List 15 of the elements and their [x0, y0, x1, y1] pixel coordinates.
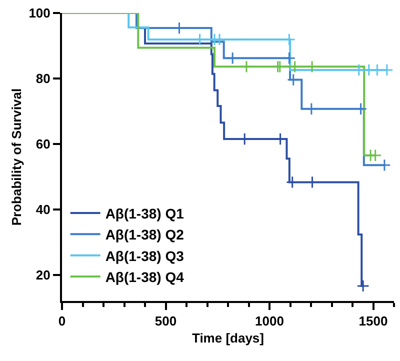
- legend-label: Aβ(1-38) Q4: [105, 269, 184, 286]
- x-tick-label: 0: [58, 314, 66, 329]
- x-tick-label: 1500: [358, 314, 388, 329]
- legend-label: Aβ(1-38) Q1: [105, 205, 184, 222]
- y-tick-label: 80: [36, 71, 50, 86]
- y-tick-label: 100: [28, 6, 50, 21]
- y-axis-title: Probability of Survival: [9, 88, 24, 226]
- x-tick-label: 1000: [255, 314, 284, 329]
- x-axis-title: Time [days]: [192, 330, 264, 346]
- x-tick-label: 500: [154, 314, 177, 329]
- legend-label: Aβ(1-38) Q3: [105, 248, 184, 264]
- y-tick-label: 60: [36, 136, 50, 152]
- y-tick-label: 20: [36, 267, 50, 282]
- y-tick-label: 40: [36, 202, 50, 217]
- legend-label: Aβ(1-38) Q2: [105, 226, 184, 243]
